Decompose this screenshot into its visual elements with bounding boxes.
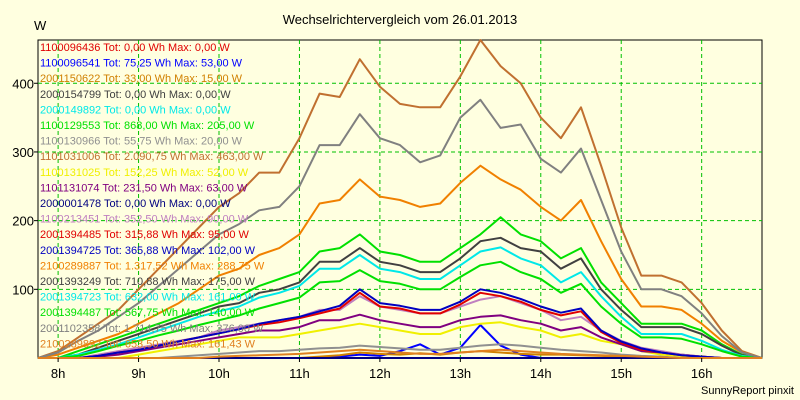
legend-entry: 2000154799 Tot: 0,00 Wh Max: 0,00 W (40, 89, 231, 101)
legend-entry: 2001394725 Tot: 365,88 Wh Max: 102,00 W (40, 245, 256, 257)
legend-entry: 1100129553 Tot: 868,00 Wh Max: 205,00 W (40, 120, 255, 132)
legend-entry: 2000001478 Tot: 0,00 Wh Max: 0,00 W (40, 198, 231, 210)
legend: 1100096436 Tot: 0,00 Wh Max: 0,00 W 11000… (40, 42, 265, 350)
x-tick-label: 15h (610, 366, 632, 381)
legend-entry: 2100289887 Tot: 1.317,52 Wh Max: 288,75 … (40, 260, 265, 272)
legend-entry: 1101031006 Tot: 2.090,75 Wh Max: 463,00 … (40, 151, 264, 163)
series-line (37, 164, 763, 359)
series-line (38, 260, 763, 359)
x-tick-label: 12h (369, 366, 391, 381)
series-line (38, 246, 763, 359)
series-line (38, 313, 762, 359)
legend-entry: 1100131025 Tot: 152,25 Wh Max: 52,00 W (40, 167, 249, 179)
x-tick-label: 8h (51, 366, 65, 381)
chart-title: Wechselrichtervergleich vom 26.01.2013 (283, 12, 518, 27)
y-tick-label: 300 (12, 145, 34, 160)
legend-entry: 2100289892 Tot: 653,50 Wh Max: 161,43 W (40, 338, 256, 350)
x-tick-label: 16h (691, 366, 713, 381)
x-tick-label: 9h (131, 366, 145, 381)
axes: 8h 9h 10h 11h 12h 13h 14h 15h 16h 100 200 300 400 (12, 76, 712, 381)
legend-entry: 2001394485 Tot: 315,88 Wh Max: 95,00 W (40, 229, 250, 241)
legend-entry: 1100213451 Tot: 352,50 Wh Max: 90,00 W (40, 214, 249, 226)
footer-credit: SunnyReport pinxit (701, 385, 794, 397)
series-line (38, 236, 763, 359)
legend-entry: 1100096436 Tot: 0,00 Wh Max: 0,00 W (40, 42, 230, 54)
series-lines (37, 39, 763, 359)
legend-entry: 1101131074 Tot: 231,50 Wh Max: 63,00 W (40, 182, 248, 194)
grid (38, 40, 762, 358)
y-tick-label: 200 (12, 214, 34, 229)
y-axis-unit-label: W (34, 18, 47, 33)
series-line (38, 216, 763, 359)
legend-entry: 2001394487 Tot: 567,75 Wh Max: 140,00 W (40, 307, 256, 319)
legend-entry: 2001150622 Tot: 33,00 Wh Max: 15,00 W (40, 73, 243, 85)
series-line (37, 98, 763, 359)
legend-entry: 1100130966 Tot: 55,75 Wh Max: 20,00 W (40, 136, 243, 148)
series-line (38, 348, 762, 359)
legend-entry: 2001393249 Tot: 710,88 Wh Max: 175,00 W (40, 276, 256, 288)
legend-entry: 1100096541 Tot: 75,25 Wh Max: 53,00 W (40, 58, 243, 70)
x-tick-label: 13h (449, 366, 471, 381)
legend-entry: 2000149892 Tot: 0,00 Wh Max: 0,00 W (40, 104, 231, 116)
x-tick-label: 11h (289, 366, 310, 381)
x-tick-label: 14h (530, 366, 552, 381)
y-tick-label: 100 (12, 282, 34, 297)
y-tick-label: 400 (12, 76, 34, 91)
legend-entry: 2001102358 Tot: 1.714,75 Wh Max: 376,00 … (40, 323, 264, 335)
series-line (38, 288, 762, 359)
series-line (37, 39, 763, 359)
legend-entry: 2001394723 Tot: 632,00 Wh Max: 161,00 W (40, 292, 256, 304)
x-tick-label: 10h (208, 366, 230, 381)
